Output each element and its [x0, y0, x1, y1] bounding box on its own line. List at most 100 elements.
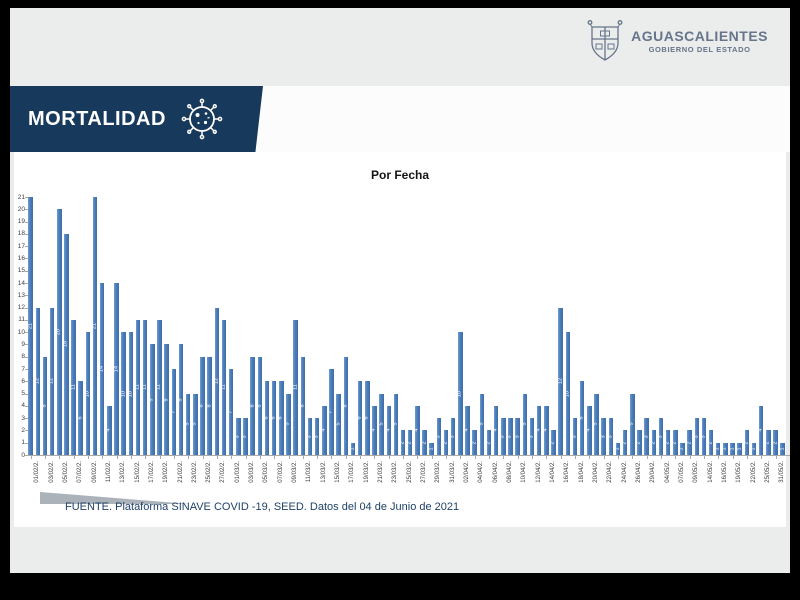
y-axis-tick-label: 11: [18, 316, 25, 324]
x-axis-label: 12/04/2.: [535, 461, 542, 483]
y-axis-tick: [25, 295, 28, 297]
bar-value-label: 8: [205, 404, 212, 408]
x-axis-label: 03/02/2.: [48, 461, 55, 483]
bar-value-label: 7: [227, 410, 234, 414]
x-axis-tick: [532, 456, 533, 459]
bar-value-label: 6: [578, 416, 585, 420]
bar-value-label: 3: [642, 435, 649, 439]
mortality-bar: 21: [91, 197, 98, 455]
bar-value-label: 12: [48, 378, 55, 385]
x-axis-label: 13/03/2.: [320, 461, 327, 483]
x-axis-label: 18/04/2.: [578, 461, 585, 483]
x-axis-label: 06/04/2.: [492, 461, 499, 483]
x-axis-label: 25/05/2.: [764, 461, 771, 483]
mortality-bar: 5: [378, 393, 384, 455]
bar-value-label: 4: [370, 428, 377, 432]
bar-value-label: 2: [671, 441, 678, 445]
x-axis-tick: [102, 456, 104, 459]
mortality-bar: 1: [779, 442, 785, 455]
y-axis-tick-label: 3: [21, 414, 25, 422]
bar-value-label: 21: [26, 322, 33, 330]
mortality-bar: 5: [392, 393, 399, 455]
bar-value-label: 11: [141, 384, 148, 391]
y-axis-tick: [25, 344, 28, 346]
x-axis-tick: [388, 456, 390, 459]
x-axis-tick: [116, 456, 118, 459]
bar-value-label: 5: [184, 422, 191, 426]
mortality-bar: 3: [435, 418, 442, 455]
x-axis-label: 17/02/2.: [148, 461, 155, 483]
x-axis-label: 10/04/2.: [521, 461, 528, 483]
mortality-bar: 6: [77, 381, 83, 455]
bar-value-label: 4: [385, 428, 392, 432]
x-axis-tick: [632, 456, 634, 459]
mortality-bar: 3: [607, 418, 614, 455]
x-axis-label: 07/02/2.: [77, 461, 84, 483]
bar-value-label: 8: [248, 404, 255, 408]
y-axis-tick-label: 9: [21, 340, 25, 348]
x-axis-tick: [660, 456, 662, 459]
mortality-bar: 2: [485, 430, 492, 455]
mortality-bar: 8: [342, 356, 349, 455]
mortality-bar: 11: [220, 319, 227, 455]
x-axis-label: 22/04/2.: [607, 461, 614, 483]
bar-value-label: 12: [34, 378, 41, 385]
mortality-bar: 11: [141, 319, 148, 455]
x-axis-label: 05/03/2.: [263, 461, 270, 483]
x-axis-tick: [417, 456, 419, 459]
mortality-bar: 14: [98, 283, 105, 455]
x-axis-tick: [675, 456, 677, 459]
bar-value-label: 6: [277, 416, 284, 420]
bar-value-label: 8: [342, 404, 349, 408]
mortality-bar: 20: [55, 209, 62, 455]
x-axis-tick: [603, 456, 605, 459]
y-axis-tick-label: 14: [17, 279, 25, 287]
y-axis-tick-label: 12: [17, 304, 25, 312]
mortality-bar: 7: [328, 369, 334, 455]
x-axis-tick: [775, 456, 777, 459]
x-axis-label: 17/03/2.: [349, 461, 356, 483]
mortality-bar: 3: [642, 418, 649, 455]
x-axis-tick: [173, 456, 175, 459]
mortality-bar: 5: [521, 393, 528, 455]
x-axis-label: 13/02/2.: [120, 461, 127, 483]
mortality-bar: 3: [600, 418, 606, 455]
bar-value-label: 4: [542, 428, 549, 432]
mortality-bar: 4: [106, 405, 112, 455]
state-logo: AGUASCALIENTES GOBIERNO DEL ESTADO: [587, 8, 768, 74]
bar-value-label: 1: [614, 447, 621, 451]
mortality-bar: 11: [156, 319, 162, 455]
mortality-bar: 5: [285, 393, 291, 455]
bar-value-label: 8: [256, 404, 263, 408]
x-axis-label: 31/05/2.: [779, 461, 786, 483]
x-axis-tick: [517, 456, 519, 459]
x-axis-tick: [761, 456, 763, 459]
bar-value-label: 4: [585, 428, 592, 432]
bar-value-label: 11: [69, 384, 76, 391]
bar-value-label: 3: [657, 435, 664, 439]
mortality-bar: 2: [621, 430, 628, 455]
x-axis-tick: [331, 456, 333, 459]
bar-value-label: 2: [485, 441, 492, 445]
mortality-bar: 2: [550, 430, 556, 455]
x-axis-label: 27/03/2.: [421, 461, 427, 483]
y-axis-tick-label: 10: [17, 328, 25, 336]
x-axis-tick: [560, 456, 562, 459]
bar-value-label: 20: [55, 329, 62, 336]
y-axis-tick-label: 0: [21, 451, 25, 459]
y-axis-tick-label: 7: [21, 365, 25, 373]
x-axis-label: 26/04/2.: [635, 461, 642, 483]
y-axis-tick-label: 15: [17, 267, 25, 275]
x-axis-label: 09/03/2.: [292, 461, 299, 483]
mortality-bar: 6: [356, 381, 363, 455]
mortality-bar: 4: [414, 405, 420, 455]
x-axis-label: 29/04/2.: [650, 461, 657, 483]
y-axis-tick: [25, 442, 28, 444]
mortality-bar: 12: [557, 307, 563, 455]
bar-chart: Por Fecha 21 01/02/2. 12 8 03/02/2. 12 20 05/02…: [10, 8, 790, 573]
x-axis-tick: [575, 456, 576, 459]
x-axis-tick: [460, 456, 462, 459]
mortality-bar: 10: [84, 332, 91, 455]
y-axis-tick: [25, 381, 28, 383]
x-axis-label: 01/02/2.: [34, 461, 41, 483]
